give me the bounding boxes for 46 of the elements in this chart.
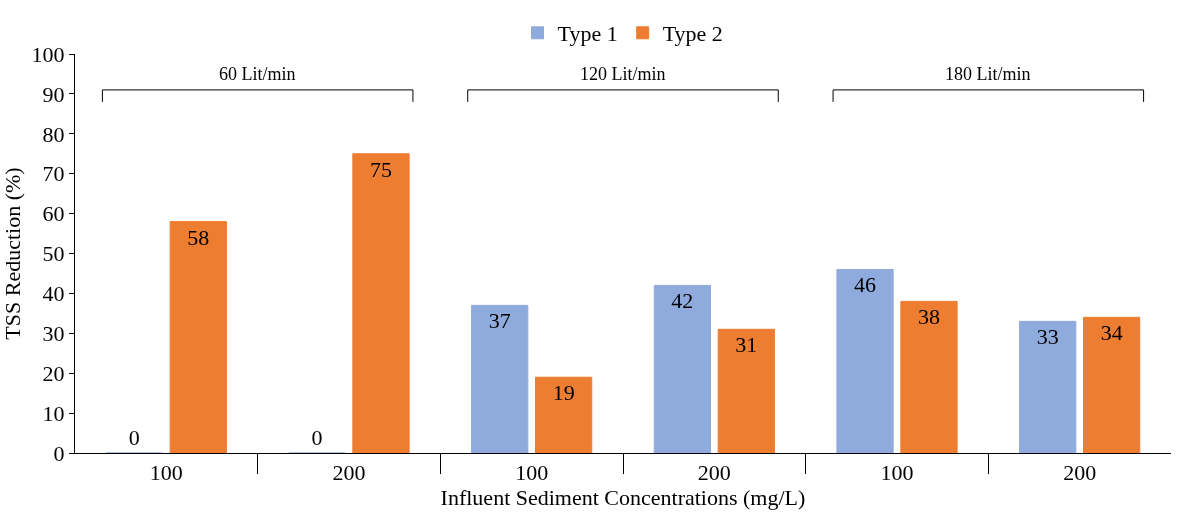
legend-label: Type 1 (557, 21, 618, 47)
data-label: 42 (671, 288, 694, 314)
legend-label: Type 2 (662, 21, 723, 47)
y-tick-label: 60 (42, 201, 65, 227)
x-tick-label: 100 (149, 460, 183, 486)
bar (900, 300, 958, 453)
bar (653, 284, 711, 453)
data-label: 19 (552, 380, 575, 406)
bar (1019, 320, 1077, 453)
bar (717, 328, 775, 453)
data-label: 0 (128, 425, 140, 450)
x-tick-label: 200 (697, 460, 731, 486)
x-tick-label: 200 (1063, 460, 1097, 486)
bar (352, 153, 410, 453)
y-tick-label: 100 (31, 41, 65, 67)
y-tick-label: 50 (42, 241, 65, 267)
y-tick-label: 0 (53, 440, 65, 466)
data-label: 37 (488, 308, 511, 334)
data-label: 75 (369, 156, 392, 182)
x-tick-label: 100 (880, 460, 914, 486)
y-tick-label: 30 (42, 321, 65, 346)
x-axis-title: Influent Sediment Concentrations (mg/L) (440, 485, 806, 511)
y-tick-label: 10 (42, 400, 65, 426)
annotation: 180 Lit/min (945, 64, 1031, 84)
bar (169, 221, 227, 453)
bar (471, 304, 529, 453)
data-label: 34 (1100, 320, 1123, 346)
y-tick-label: 70 (42, 161, 65, 187)
bar (836, 268, 894, 453)
data-label: 31 (735, 332, 758, 358)
y-tick-label: 80 (42, 121, 65, 147)
x-tick-label: 200 (332, 460, 366, 486)
data-label: 33 (1036, 324, 1059, 350)
data-label: 0 (311, 425, 323, 450)
y-axis-title: TSS Reduction (%) (0, 167, 25, 340)
x-tick-label: 100 (515, 460, 549, 486)
bar (1083, 316, 1141, 453)
data-label: 38 (917, 304, 940, 330)
annotation: 60 Lit/min (219, 64, 296, 84)
y-tick-label: 20 (42, 360, 65, 386)
bar (535, 376, 593, 453)
y-tick-label: 90 (42, 81, 65, 107)
data-label: 46 (854, 272, 877, 298)
data-label: 58 (187, 224, 210, 250)
annotation: 120 Lit/min (580, 64, 666, 84)
y-tick-label: 40 (42, 281, 65, 307)
